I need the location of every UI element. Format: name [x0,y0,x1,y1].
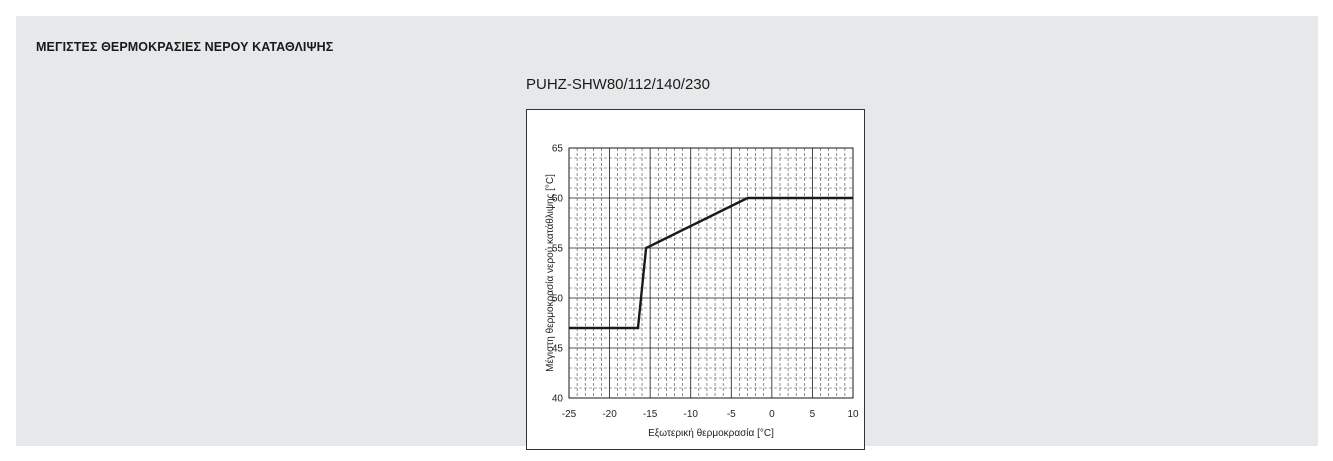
x-tick-label: 5 [810,409,816,420]
x-tick-label: -20 [602,409,617,420]
chart-frame [526,109,865,450]
x-axis-label: Εξωτερική θερμοκρασία [°C] [648,427,774,439]
y-tick-label: 50 [552,294,564,305]
chart: 40 45 50 55 60 65 -25 -20 -15 -10 -5 0 5 10 Εξωτερικ… [526,109,865,450]
plot-area-border [568,147,854,399]
x-tick-labels: -25 -20 -15 -10 -5 0 5 10 [562,409,859,420]
y-axis-label: Μέγιστη θερμοκρασία νερού κατάθλιψης [°C… [544,174,556,372]
section-heading: ΜΕΓΙΣΤΕΣ ΘΕΡΜΟΚΡΑΣΙΕΣ ΝΕΡΟΥ ΚΑΤΑΘΛΙΨΗΣ [36,40,334,54]
x-tick-label: -10 [683,409,698,420]
content-panel: ΜΕΓΙΣΤΕΣ ΘΕΡΜΟΚΡΑΣΙΕΣ ΝΕΡΟΥ ΚΑΤΑΘΛΙΨΗΣ P… [16,16,1318,450]
y-tick-label: 55 [552,244,564,255]
minor-grid [569,148,853,398]
x-tick-label: 0 [769,409,775,420]
series-line [569,196,853,330]
x-tick-label: 10 [847,409,859,420]
x-tick-label: -15 [643,409,658,420]
y-tick-labels: 40 45 50 55 60 65 [552,144,564,405]
x-tick-label: -25 [562,409,577,420]
x-tick-label: -5 [727,409,736,420]
y-tick-label: 60 [552,194,564,205]
y-tick-label: 40 [552,394,564,405]
y-tick-label: 65 [552,144,564,155]
y-tick-label: 45 [552,344,564,355]
chart-title: PUHZ-SHW80/112/140/230 [526,76,710,93]
